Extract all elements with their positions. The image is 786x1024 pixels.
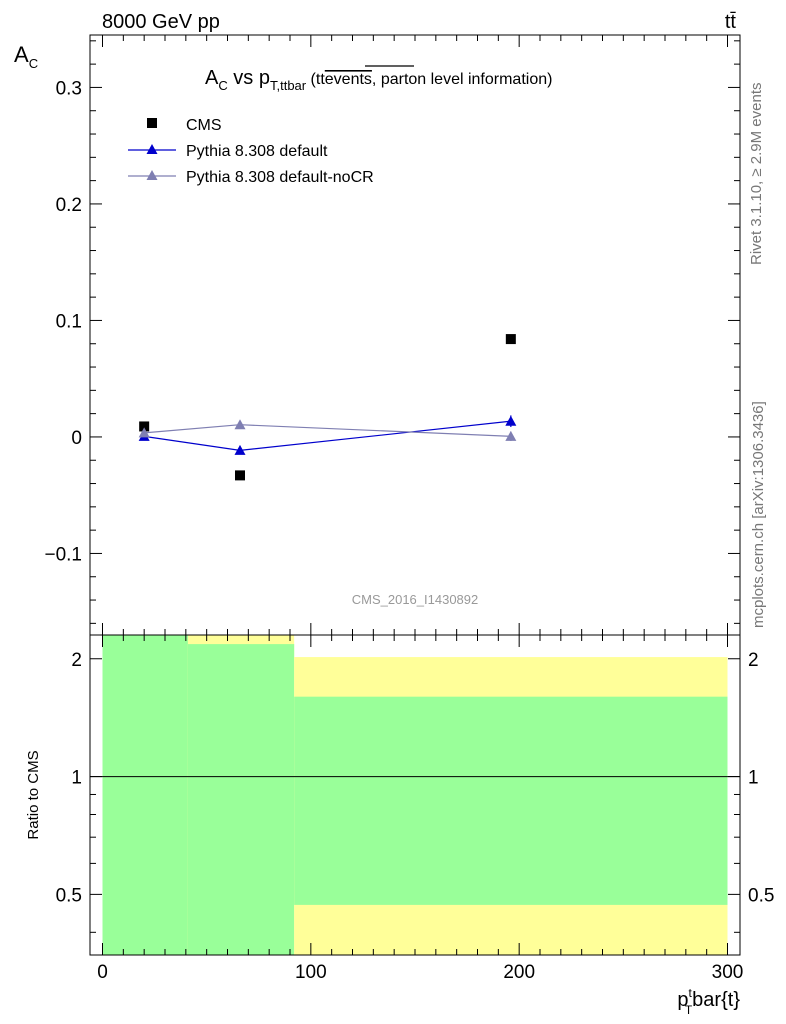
ratio-y-tick-label: 1 xyxy=(71,768,82,789)
ratio-x-tick-label: 0 xyxy=(97,962,108,983)
mc-data-point-2 xyxy=(234,419,246,430)
ratio-x-tick-label: 300 xyxy=(712,962,744,983)
main-y-tick-label: −0.1 xyxy=(44,544,82,565)
cms-data-point xyxy=(139,421,150,432)
main-y-tick-labels: −0.1 0 0.1 0.2 0.3 xyxy=(44,78,82,565)
main-title: AC vs pT,ttbar (ttevents, parton level i… xyxy=(205,67,552,93)
ratio-axis-ticks xyxy=(90,635,740,955)
legend-marker-nocr xyxy=(146,170,158,180)
ratio-ylabel: Ratio to CMS xyxy=(25,750,42,839)
series-line-1 xyxy=(144,420,511,451)
main-y-tick-label: 0.3 xyxy=(56,78,82,99)
ratio-y-tick-label-right: 2 xyxy=(748,650,759,671)
main-panel: −0.1 0 0.1 0.2 0.3 AC AC vs pT,ttbar (tteven… xyxy=(14,34,741,636)
process-label: tt̄ xyxy=(725,11,737,33)
rivet-label: Rivet 3.1.10, ≥ 2.9M events xyxy=(748,83,765,266)
main-series-layer xyxy=(138,334,517,481)
ratio-y-tick-labels: 0.5 0.5 1 1 2 2 xyxy=(56,650,775,907)
ratio-frame xyxy=(89,634,741,956)
ratio-band-green xyxy=(187,644,295,955)
legend-marker-default xyxy=(146,144,158,154)
legend-marker-cms xyxy=(147,118,157,128)
cms-data-point xyxy=(235,470,245,481)
ratio-band-green xyxy=(102,635,188,955)
ratio-y-tick-label: 0.5 xyxy=(56,885,82,906)
ratio-y-tick-label: 2 xyxy=(71,650,82,671)
ratio-panel: 0.5 0.5 1 1 2 2 0 100 200 300 Ratio to CMS pt Tba… xyxy=(25,634,775,1017)
source-label: mcplots.cern.ch [arXiv:1306.3436] xyxy=(750,401,767,628)
series-line-2 xyxy=(144,424,511,437)
main-y-tick-label: 0 xyxy=(71,428,82,449)
mc-data-point-1 xyxy=(505,415,517,426)
ratio-bands xyxy=(102,635,728,955)
energy-label: 8000 GeV pp xyxy=(102,11,220,33)
ratio-xlabel: pt Tbar{t} xyxy=(677,986,740,1017)
legend-label-cms: CMS xyxy=(186,117,222,134)
ratio-x-tick-label: 200 xyxy=(503,962,535,983)
mc-data-point-2 xyxy=(505,430,517,441)
main-ylabel: AC xyxy=(14,42,38,71)
mc-data-point-1 xyxy=(234,444,246,455)
cms-data-point xyxy=(505,334,516,345)
legend-label-nocr: Pythia 8.308 default-noCR xyxy=(186,169,374,186)
mc-data-point-2 xyxy=(138,427,150,438)
ratio-x-tick-label: 100 xyxy=(295,962,327,983)
main-y-tick-label: 0.1 xyxy=(56,311,82,332)
ratio-band-green xyxy=(294,696,728,905)
legend-label-default: Pythia 8.308 default xyxy=(186,143,328,160)
legend: CMS Pythia 8.308 default Pythia 8.308 de… xyxy=(128,117,374,186)
main-y-tick-label: 0.2 xyxy=(56,195,82,216)
ratio-y-tick-label-right: 0.5 xyxy=(748,885,774,906)
ratio-x-tick-labels: 0 100 200 300 xyxy=(97,962,743,983)
analysis-watermark: CMS_2016_I1430892 xyxy=(352,592,479,607)
ratio-y-tick-label-right: 1 xyxy=(748,768,759,789)
main-axis-ticks xyxy=(90,35,740,635)
